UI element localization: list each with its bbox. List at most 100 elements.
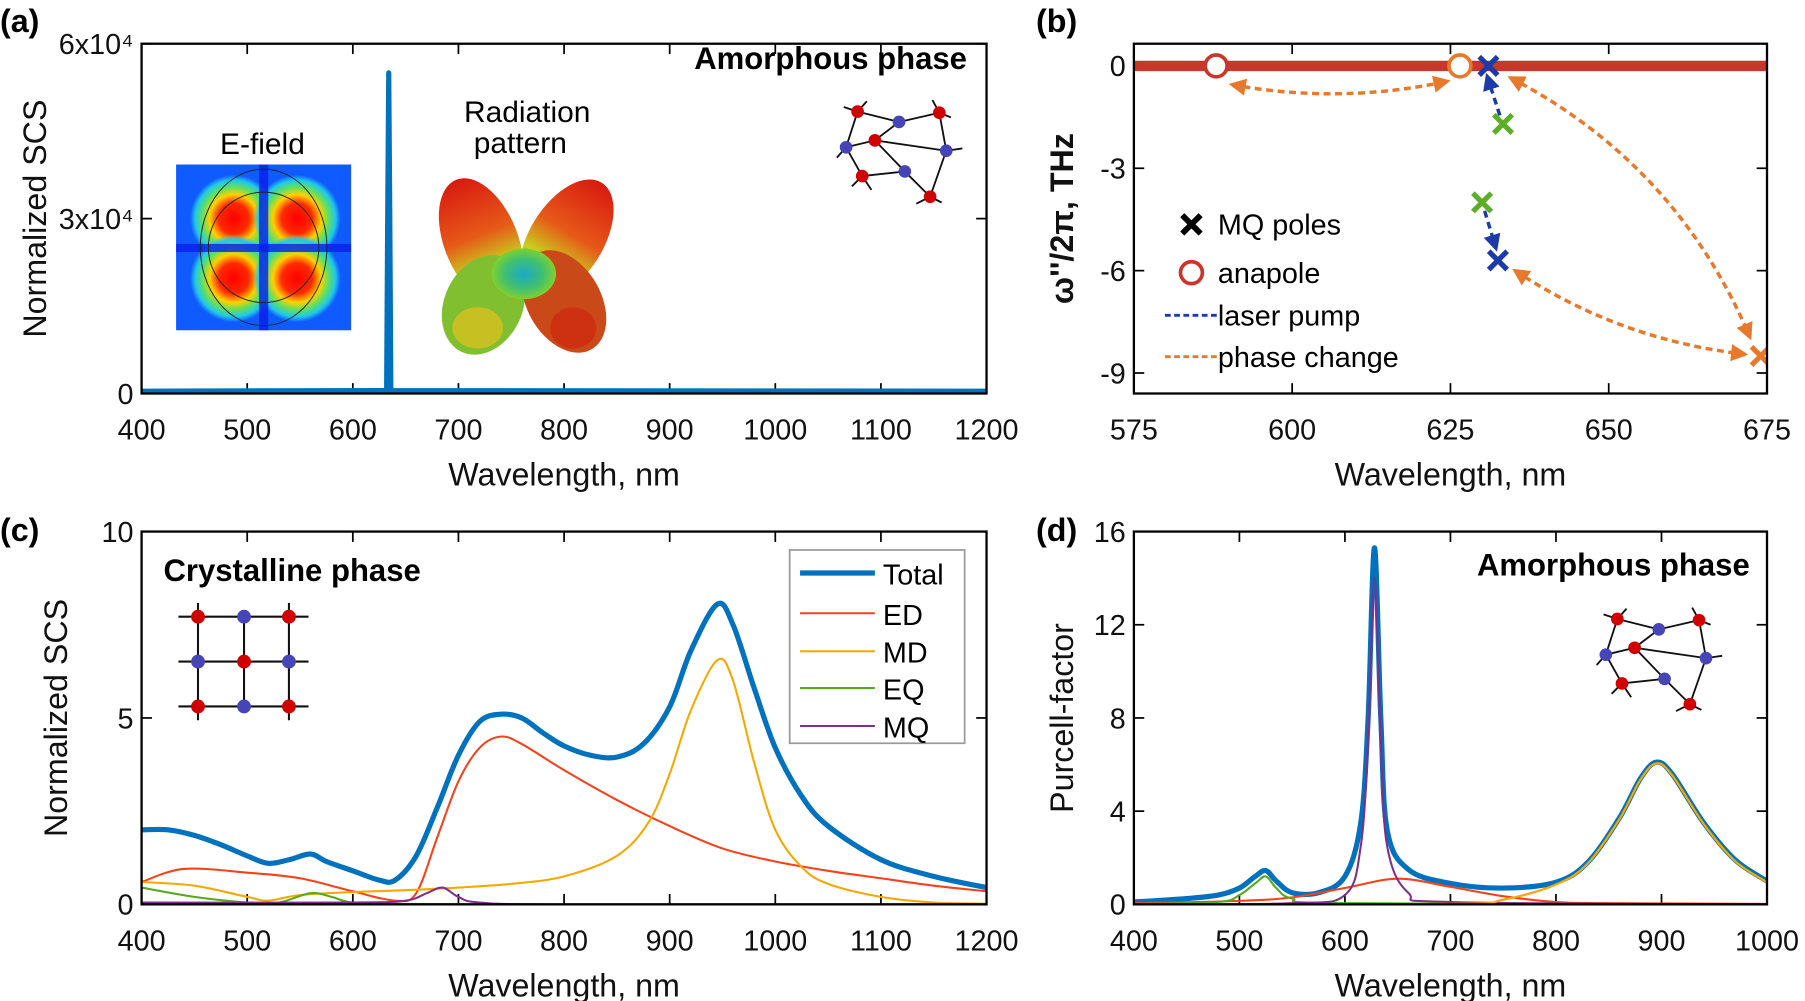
x-tick-label: 900 (646, 415, 694, 447)
plot-area (141, 70, 987, 394)
legend-label: MD (883, 638, 928, 670)
series-line-ed (141, 735, 987, 903)
x-tick-label: 400 (118, 415, 166, 447)
phase-change-arrow (1512, 268, 1749, 362)
plot-frame (140, 42, 988, 395)
x-tick-label: 500 (223, 415, 271, 447)
x-tick-label: 800 (540, 925, 588, 957)
y-axis-label: Normalized SCS (17, 100, 53, 338)
lattice-atom (1652, 623, 1666, 636)
lattice-atom (282, 699, 296, 714)
series-line-md (141, 657, 987, 905)
legend-label: MQ (883, 713, 929, 745)
series-line-total (141, 70, 987, 394)
x-mark (1486, 249, 1509, 272)
y-tick-label: 0 (1110, 51, 1126, 83)
x-tick-label: 625 (1426, 415, 1474, 447)
plot-area (1133, 53, 1768, 367)
lattice-atom (855, 169, 869, 183)
x-mark (1471, 191, 1494, 214)
legend-anapole-icon (1178, 259, 1205, 286)
y-tick-label: -6 (1100, 256, 1126, 288)
x-tick-label: 700 (434, 925, 482, 957)
lattice-bond (874, 139, 906, 173)
lattice-atom (923, 190, 937, 204)
crystalline-lattice-icon (178, 602, 309, 721)
mq-pole-marker (1486, 249, 1509, 272)
series-line-total (141, 600, 987, 891)
panel-letter-a: (a) (0, 3, 39, 39)
anapole-marker (1203, 53, 1229, 79)
lattice-atom (868, 134, 882, 147)
panel-d: 400 500 600 700 800 900 1000 0 4 8 12 16 Wavelength,… (1044, 517, 1799, 1001)
lattice-bond (862, 170, 905, 177)
y-tick-label: 0 (118, 890, 134, 922)
lattice-atom (1699, 651, 1713, 665)
lattice-atom (892, 115, 906, 129)
phase-label-d: Amorphous phase (1477, 547, 1750, 582)
radiation-label-2: pattern (474, 127, 567, 160)
plot-frame (1132, 530, 1769, 906)
x-tick-label: 600 (329, 925, 377, 957)
radiation-label-1: Radiation (464, 96, 590, 129)
lattice-bond (874, 139, 947, 152)
legend-label: MQ poles (1218, 210, 1341, 242)
lattice-bond (1633, 647, 1666, 680)
y-axis-label: Normalized SCS (38, 599, 74, 837)
x-tick-label: 600 (1321, 925, 1369, 957)
phase-change-arrow (1228, 75, 1451, 96)
lattice-bond (929, 150, 948, 198)
legend-label: ED (883, 600, 923, 632)
lattice-atom (851, 105, 864, 118)
plot-area (141, 600, 987, 905)
x-tick-label: 700 (434, 415, 482, 447)
lattice-bond (938, 112, 948, 151)
legend: Total ED MD EQ MQ (788, 549, 966, 745)
y-tick-label: 5 (118, 703, 134, 735)
lattice-atom (898, 165, 912, 178)
series-line-mq (141, 886, 987, 905)
x-tick-label: 575 (1110, 415, 1158, 447)
x-tick-label: 1000 (743, 415, 807, 447)
x-tick-label: 500 (1215, 925, 1263, 957)
lattice-atom (1628, 641, 1641, 655)
lattice-atom (933, 106, 946, 120)
x-tick-label: 800 (540, 415, 588, 447)
plot-frame (1132, 42, 1769, 395)
x-tick-label: 1000 (1735, 925, 1799, 957)
y-tick-label: -9 (1100, 358, 1126, 390)
y-tick-label: 10 (102, 517, 134, 549)
x-tick-label: 1200 (955, 415, 1019, 447)
y-tick-label: 8 (1110, 703, 1126, 735)
lattice-bond (1689, 657, 1707, 705)
lattice-bond (1617, 618, 1660, 631)
x-axis-label: Wavelength, nm (448, 967, 680, 1001)
x-tick-label: 500 (223, 925, 271, 957)
efield-label: E-field (220, 128, 305, 161)
x-tick-label: 900 (646, 925, 694, 957)
radiation-pattern (438, 178, 614, 355)
lattice-bond (1658, 619, 1700, 631)
panel-a: 400 500 600 700 800 900 1000 1100 1200 0 3x10⁴ 6x10… (17, 29, 1019, 492)
x-axis-label: Wavelength, nm (1335, 457, 1567, 493)
x-tick-label: 600 (329, 415, 377, 447)
y-tick-label: 12 (1094, 610, 1126, 642)
lattice-atom (282, 654, 296, 669)
lattice-atom (1658, 672, 1671, 686)
lattice-atom (191, 699, 205, 714)
x-tick-label: 800 (1532, 925, 1580, 957)
lattice-atom (1683, 697, 1697, 711)
lattice-atom (282, 609, 296, 624)
series-line-total (1133, 545, 1768, 905)
lattice-bond (898, 111, 940, 123)
series-line-mq (1133, 577, 1768, 905)
legend-label: phase change (1218, 342, 1399, 374)
legend-box (788, 549, 966, 745)
lattice-atom (1692, 613, 1706, 627)
x-tick-label: 900 (1637, 925, 1685, 957)
amorphous-lattice-icon (1595, 607, 1723, 712)
lattice-atom (237, 609, 251, 624)
x-tick-label: 650 (1585, 415, 1633, 447)
lattice-atom (237, 699, 251, 714)
